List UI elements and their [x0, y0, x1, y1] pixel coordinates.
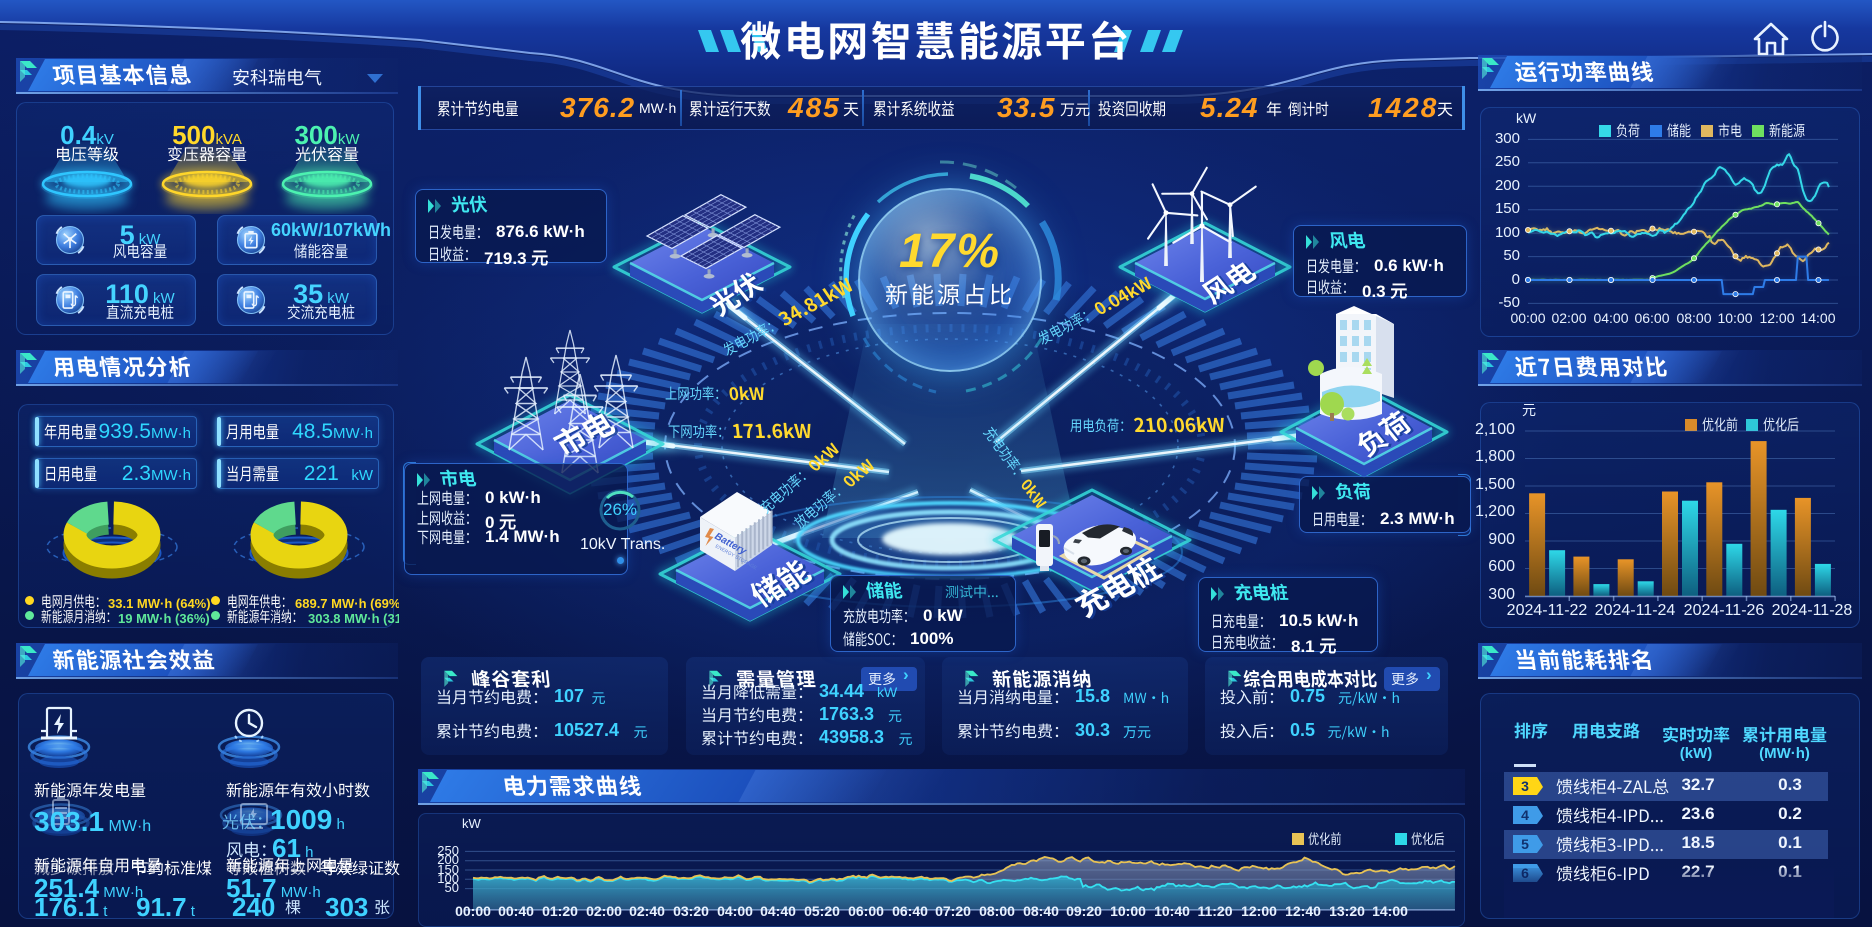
svg-text:5: 5 [1521, 836, 1529, 852]
svg-text:4: 4 [1521, 807, 1529, 823]
svg-text:3: 3 [1521, 778, 1529, 794]
